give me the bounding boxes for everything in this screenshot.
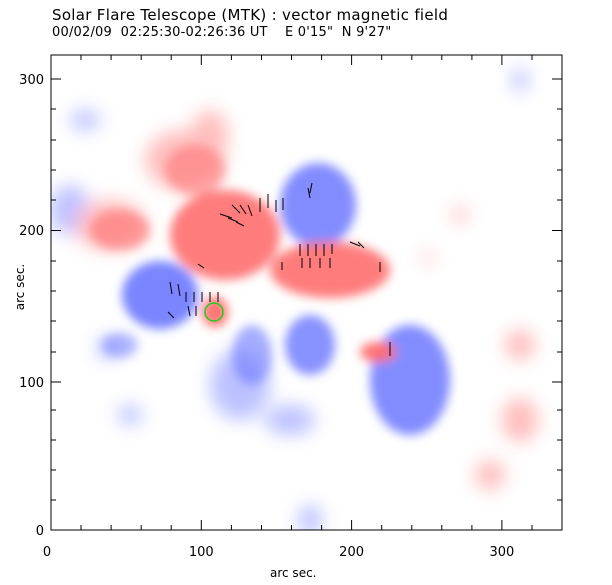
tick-labels: 0 100 200 300 0 100 200 300 [19,73,514,560]
x-tick-300: 300 [489,545,514,560]
x-tick-200: 200 [339,545,364,560]
x-tick-0: 0 [43,545,51,560]
x-tick-100: 100 [189,545,214,560]
y-tick-0: 0 [36,524,44,539]
x-minor-ticks [80,55,533,530]
axes [50,54,563,531]
plot-title: Solar Flare Telescope (MTK) : vector mag… [52,6,449,24]
y-axis-label: arc sec. [13,263,27,311]
y-major-ticks [51,78,562,531]
plot-subtitle: 00/02/09 02:25:30-02:26:36 UT E 0'15" N … [52,25,392,40]
magnetic-field-map [51,68,538,530]
y-tick-100: 100 [19,376,44,391]
field-vectors [167,182,391,356]
flare-marker-circle [204,302,224,322]
plot-frame [50,54,563,531]
y-tick-200: 200 [19,224,44,239]
y-tick-300: 300 [19,73,44,88]
x-major-ticks [50,55,503,530]
x-axis-label: arc sec. [270,566,317,580]
y-minor-ticks [51,108,562,501]
